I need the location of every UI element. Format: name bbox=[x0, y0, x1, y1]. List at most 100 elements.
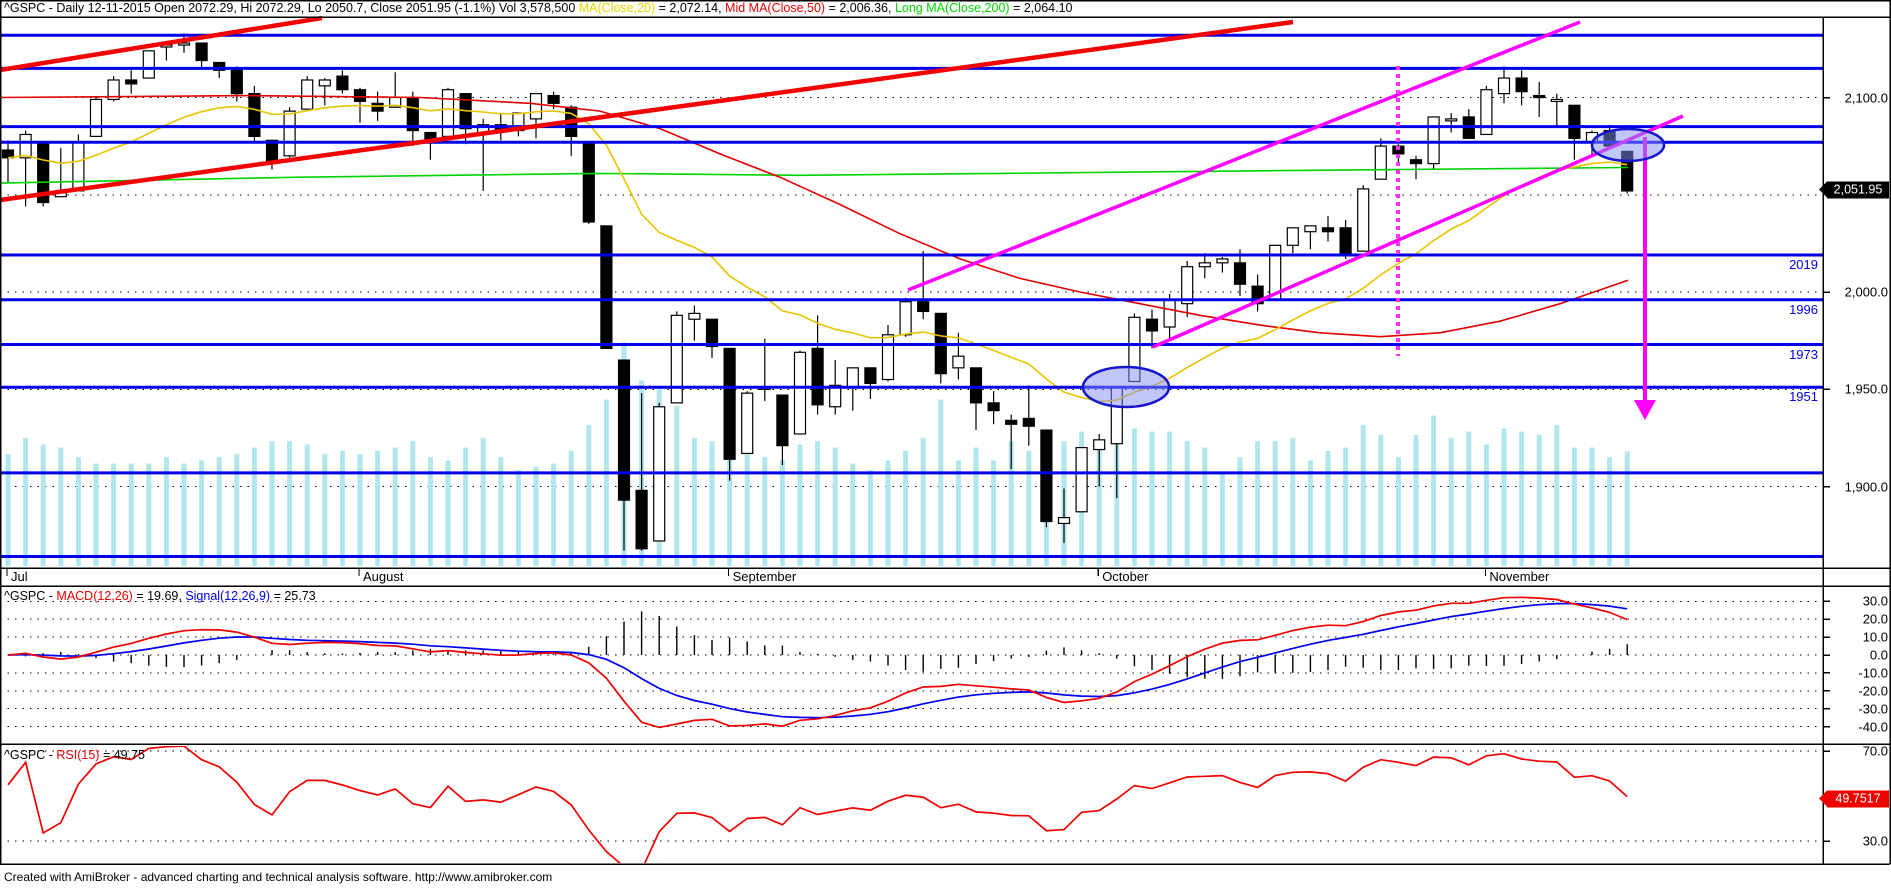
volume-bar bbox=[304, 444, 310, 566]
macd-title-segment: MACD(12,26) bbox=[56, 589, 133, 603]
borders-and-axis bbox=[0, 0, 1891, 865]
volume-bar bbox=[1149, 431, 1155, 566]
candle-down bbox=[635, 489, 648, 550]
volume-bar bbox=[163, 457, 169, 566]
rsi-axis-label: 30.0 bbox=[1862, 833, 1888, 849]
volume-bar bbox=[551, 463, 557, 566]
macd-panel bbox=[7, 596, 1628, 729]
candle-down bbox=[776, 394, 789, 447]
candle-down bbox=[1022, 417, 1035, 427]
volume-bar bbox=[1483, 444, 1489, 566]
volume-bar bbox=[234, 454, 240, 566]
volume-bar bbox=[392, 447, 398, 566]
volume-bar bbox=[991, 460, 997, 566]
down-arrow-head bbox=[1634, 400, 1656, 420]
candle-up bbox=[283, 110, 296, 157]
candle-down bbox=[1321, 227, 1335, 233]
candle-down bbox=[617, 359, 631, 501]
ma20-line bbox=[7, 104, 1628, 403]
price-axis-label: 1,950.0 bbox=[1844, 381, 1888, 397]
candle-down bbox=[230, 69, 243, 95]
volume-bar bbox=[1501, 428, 1507, 566]
volume-bar bbox=[1413, 434, 1419, 566]
volume-bar bbox=[128, 463, 134, 566]
rsi-axis-label: 70.0 bbox=[1862, 743, 1888, 759]
volume-bar bbox=[111, 463, 117, 566]
candle-up bbox=[72, 141, 85, 192]
volume-bar bbox=[691, 438, 697, 566]
highlight-ellipses bbox=[1081, 127, 1666, 409]
rsi-value-badge: 49.7517 bbox=[1819, 790, 1889, 808]
volume-bar bbox=[498, 457, 504, 566]
volume-bar bbox=[1624, 451, 1630, 566]
candle-up bbox=[318, 79, 331, 87]
support-resistance-lines bbox=[0, 33, 1823, 559]
volume-bar bbox=[75, 457, 81, 566]
volume-bar bbox=[867, 470, 873, 566]
volume-bar bbox=[181, 463, 187, 566]
candle-down bbox=[1005, 419, 1018, 425]
volume-bar bbox=[1307, 460, 1313, 566]
candle-up bbox=[1057, 517, 1071, 525]
candle-down bbox=[195, 42, 208, 62]
volume-bar bbox=[1008, 441, 1014, 566]
candle-up bbox=[881, 334, 895, 381]
macd-axis-label: -30.0 bbox=[1858, 701, 1888, 717]
volume-bar bbox=[727, 425, 733, 566]
volume-bar bbox=[1167, 431, 1173, 566]
macd-axis-label: -20.0 bbox=[1858, 683, 1888, 699]
month-label: August bbox=[363, 569, 404, 584]
candle-up bbox=[1427, 116, 1440, 165]
volume-bar bbox=[1466, 431, 1472, 566]
candle-down bbox=[1409, 159, 1423, 165]
candle-down bbox=[1568, 104, 1581, 139]
amibroker-credit-text: Created with AmiBroker - advanced charti… bbox=[4, 870, 553, 884]
sr-level-label: 1996 bbox=[1789, 301, 1818, 317]
moving-averages bbox=[0, 94, 1629, 403]
volume-bar bbox=[445, 460, 451, 566]
volume-bar bbox=[322, 454, 328, 566]
candle-down bbox=[1145, 318, 1159, 332]
candle-down bbox=[987, 402, 1000, 412]
volume-bar bbox=[251, 447, 257, 566]
candle-up bbox=[741, 392, 754, 455]
red-trendlines bbox=[0, 15, 1294, 203]
ma200-line bbox=[0, 166, 1629, 184]
volume-bar bbox=[1448, 438, 1454, 566]
volume-bar bbox=[515, 470, 521, 566]
title-segment: MA(Close,20) bbox=[578, 1, 656, 15]
macd-axis-label: 10.0 bbox=[1862, 629, 1888, 645]
volume-bar bbox=[1431, 415, 1437, 566]
candle-down bbox=[371, 102, 384, 112]
ma50-line bbox=[0, 94, 1629, 338]
macd-axis-label: -10.0 bbox=[1858, 665, 1888, 681]
volume-bar bbox=[1290, 438, 1296, 566]
candle-up bbox=[688, 312, 701, 320]
candle-up bbox=[107, 79, 120, 101]
volume-bar bbox=[674, 406, 680, 566]
rsi-panel bbox=[7, 746, 1628, 863]
macd-title-segment: = 25.73 bbox=[270, 589, 316, 603]
macd-title-segment: Signal(12,26,9) bbox=[185, 589, 271, 603]
volume-bar bbox=[199, 460, 205, 566]
title-segment: Mid MA(Close,50) bbox=[725, 1, 826, 15]
volume-bar bbox=[885, 460, 891, 566]
candle-down bbox=[1251, 285, 1264, 305]
volume-bar bbox=[1360, 425, 1366, 566]
candle-up bbox=[1163, 299, 1176, 328]
chart-title: ^GSPC - Daily 12-11-2015 Open 2072.29, H… bbox=[4, 1, 1073, 16]
red-trendline bbox=[0, 15, 323, 73]
magenta-channel-line bbox=[907, 20, 1581, 292]
volume-bar bbox=[1395, 457, 1401, 566]
candle-up bbox=[670, 314, 683, 404]
macd-axis-label: 20.0 bbox=[1862, 611, 1888, 627]
candle-down bbox=[1515, 77, 1528, 93]
candle-down bbox=[582, 141, 595, 223]
candle-up bbox=[1374, 145, 1387, 180]
volume-bar bbox=[1272, 441, 1278, 566]
volume-bar bbox=[1219, 473, 1225, 566]
candle-up bbox=[1304, 225, 1317, 233]
volume-bar bbox=[1519, 431, 1525, 566]
volume-bar bbox=[1589, 447, 1595, 566]
